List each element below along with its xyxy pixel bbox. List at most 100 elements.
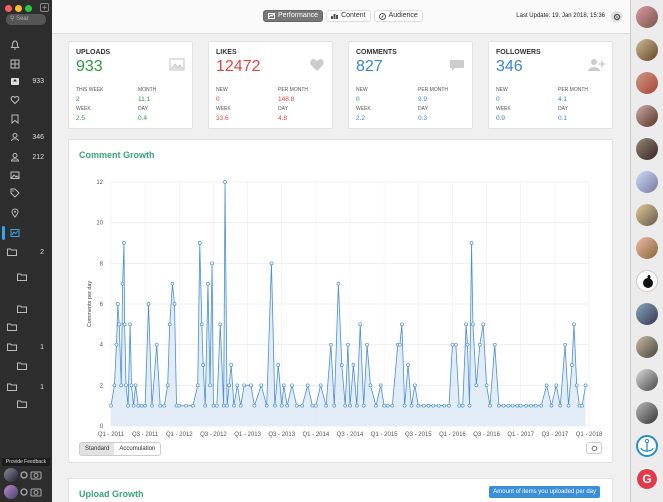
account-avatar[interactable] bbox=[636, 336, 658, 358]
sidebar-item-location[interactable] bbox=[0, 204, 52, 222]
data-point bbox=[131, 403, 136, 408]
data-point bbox=[227, 383, 231, 388]
location-icon bbox=[9, 207, 21, 219]
provide-feedback-button[interactable]: Provide Feedback bbox=[2, 458, 50, 466]
sidebar-item-user-outline[interactable]: 212 bbox=[0, 148, 52, 166]
sidebar-item-count: 346 bbox=[32, 133, 44, 141]
data-point bbox=[223, 180, 227, 184]
sidebar-folder[interactable]: 1 bbox=[0, 338, 52, 356]
sidebar-item-uploads[interactable]: 933 bbox=[0, 72, 52, 90]
account-avatar[interactable] bbox=[636, 105, 658, 127]
tab-performance[interactable]: Performance bbox=[263, 10, 324, 22]
tag-icon bbox=[9, 187, 21, 199]
account-avatar[interactable] bbox=[636, 171, 658, 193]
sidebar-item-bookmark[interactable] bbox=[0, 110, 52, 128]
apple-icon[interactable] bbox=[636, 270, 658, 292]
add-account-button[interactable]: + bbox=[40, 3, 49, 12]
sidebar-folder[interactable] bbox=[0, 357, 52, 375]
account-avatar[interactable] bbox=[636, 303, 658, 325]
data-point bbox=[238, 403, 243, 408]
data-point bbox=[506, 403, 511, 408]
data-point bbox=[453, 342, 458, 347]
sidebar-folder[interactable] bbox=[0, 300, 52, 318]
account-avatar[interactable] bbox=[636, 402, 658, 424]
sidebar-item-heart[interactable] bbox=[0, 91, 52, 109]
data-point bbox=[365, 342, 369, 347]
data-point bbox=[191, 403, 195, 408]
sidebar-folder[interactable] bbox=[0, 318, 52, 336]
data-point bbox=[128, 322, 132, 327]
data-point bbox=[305, 383, 310, 388]
stat-label: NEW bbox=[216, 87, 228, 93]
chart-settings-button[interactable] bbox=[586, 442, 602, 454]
data-point bbox=[488, 403, 492, 408]
close-window-button[interactable] bbox=[5, 5, 12, 12]
uploads-per-day-button[interactable]: Amount of items you uploaded per day bbox=[489, 486, 600, 498]
data-point bbox=[343, 403, 348, 408]
data-point bbox=[447, 403, 451, 408]
data-point bbox=[484, 383, 489, 388]
chart-mode-toggle: Standard Accumulation bbox=[79, 442, 162, 456]
y-axis-label: Comments per day bbox=[87, 281, 93, 328]
x-tick-label: Q3 - 2013 bbox=[268, 432, 295, 438]
compass-icon bbox=[378, 12, 386, 20]
gear-icon bbox=[613, 13, 620, 20]
sidebar-item-tag[interactable] bbox=[0, 184, 52, 202]
account-row[interactable] bbox=[4, 485, 48, 499]
account-avatar[interactable] bbox=[636, 6, 658, 28]
standard-button[interactable]: Standard bbox=[80, 443, 115, 455]
sidebar-item-chart[interactable] bbox=[0, 224, 52, 242]
brand-logo-icon[interactable]: G bbox=[636, 468, 658, 490]
data-point bbox=[450, 342, 455, 347]
comment-growth-chart: 0 2 4 6 8 10 12 Q1 - 2011 Q3 - 2011 Q1 - 2012 Q3 -… bbox=[87, 180, 603, 438]
data-point bbox=[409, 403, 414, 408]
sidebar-item-image[interactable] bbox=[0, 166, 52, 184]
sidebar-item-user[interactable]: 346 bbox=[0, 128, 52, 146]
data-point bbox=[249, 383, 253, 388]
sidebar-folder[interactable] bbox=[0, 395, 52, 413]
account-avatar[interactable] bbox=[636, 204, 658, 226]
data-point bbox=[154, 342, 159, 347]
stat-label: DAY bbox=[558, 106, 568, 112]
account-row[interactable] bbox=[4, 468, 48, 482]
sidebar-item-bell[interactable] bbox=[0, 36, 52, 54]
account-avatar[interactable] bbox=[636, 39, 658, 61]
accumulation-button[interactable]: Accumulation bbox=[119, 446, 156, 452]
stat-subvalue: 2.2 bbox=[356, 115, 366, 122]
search-input[interactable]: ⚲ Sear bbox=[6, 14, 46, 25]
stat-subvalue: 2.5 bbox=[76, 115, 86, 122]
data-point bbox=[477, 342, 482, 347]
data-point bbox=[421, 403, 426, 408]
data-point bbox=[276, 363, 281, 367]
data-point bbox=[368, 383, 373, 388]
zoom-window-button[interactable] bbox=[25, 5, 32, 12]
sidebar-folder[interactable]: 1 bbox=[0, 378, 52, 396]
data-point bbox=[390, 403, 395, 408]
search-placeholder: Sear bbox=[16, 16, 29, 22]
tab-audience[interactable]: Audience bbox=[373, 10, 423, 22]
data-point bbox=[294, 403, 299, 408]
tab-content[interactable]: Content bbox=[326, 10, 371, 22]
stat-value: 827 bbox=[356, 58, 383, 75]
account-avatar[interactable] bbox=[636, 237, 658, 259]
data-point bbox=[413, 383, 417, 388]
account-avatar[interactable] bbox=[636, 138, 658, 160]
sidebar-item-grid[interactable] bbox=[0, 55, 52, 73]
anchor-icon[interactable] bbox=[636, 435, 658, 457]
data-point bbox=[457, 403, 462, 408]
data-point bbox=[324, 403, 328, 408]
sidebar-folder[interactable]: 2 bbox=[0, 243, 52, 261]
account-avatar[interactable] bbox=[636, 72, 658, 94]
settings-button[interactable] bbox=[611, 11, 622, 22]
x-tick-label: Q3 - 2012 bbox=[200, 432, 227, 438]
data-point bbox=[119, 383, 124, 388]
data-point bbox=[114, 342, 119, 347]
data-point bbox=[533, 403, 538, 408]
data-point bbox=[122, 322, 127, 327]
sidebar-folder[interactable] bbox=[0, 268, 52, 286]
stat-subvalue: 0.1 bbox=[558, 115, 568, 122]
minimize-window-button[interactable] bbox=[15, 5, 22, 12]
data-point bbox=[150, 403, 154, 408]
account-avatar[interactable] bbox=[636, 369, 658, 391]
data-point bbox=[290, 383, 294, 388]
